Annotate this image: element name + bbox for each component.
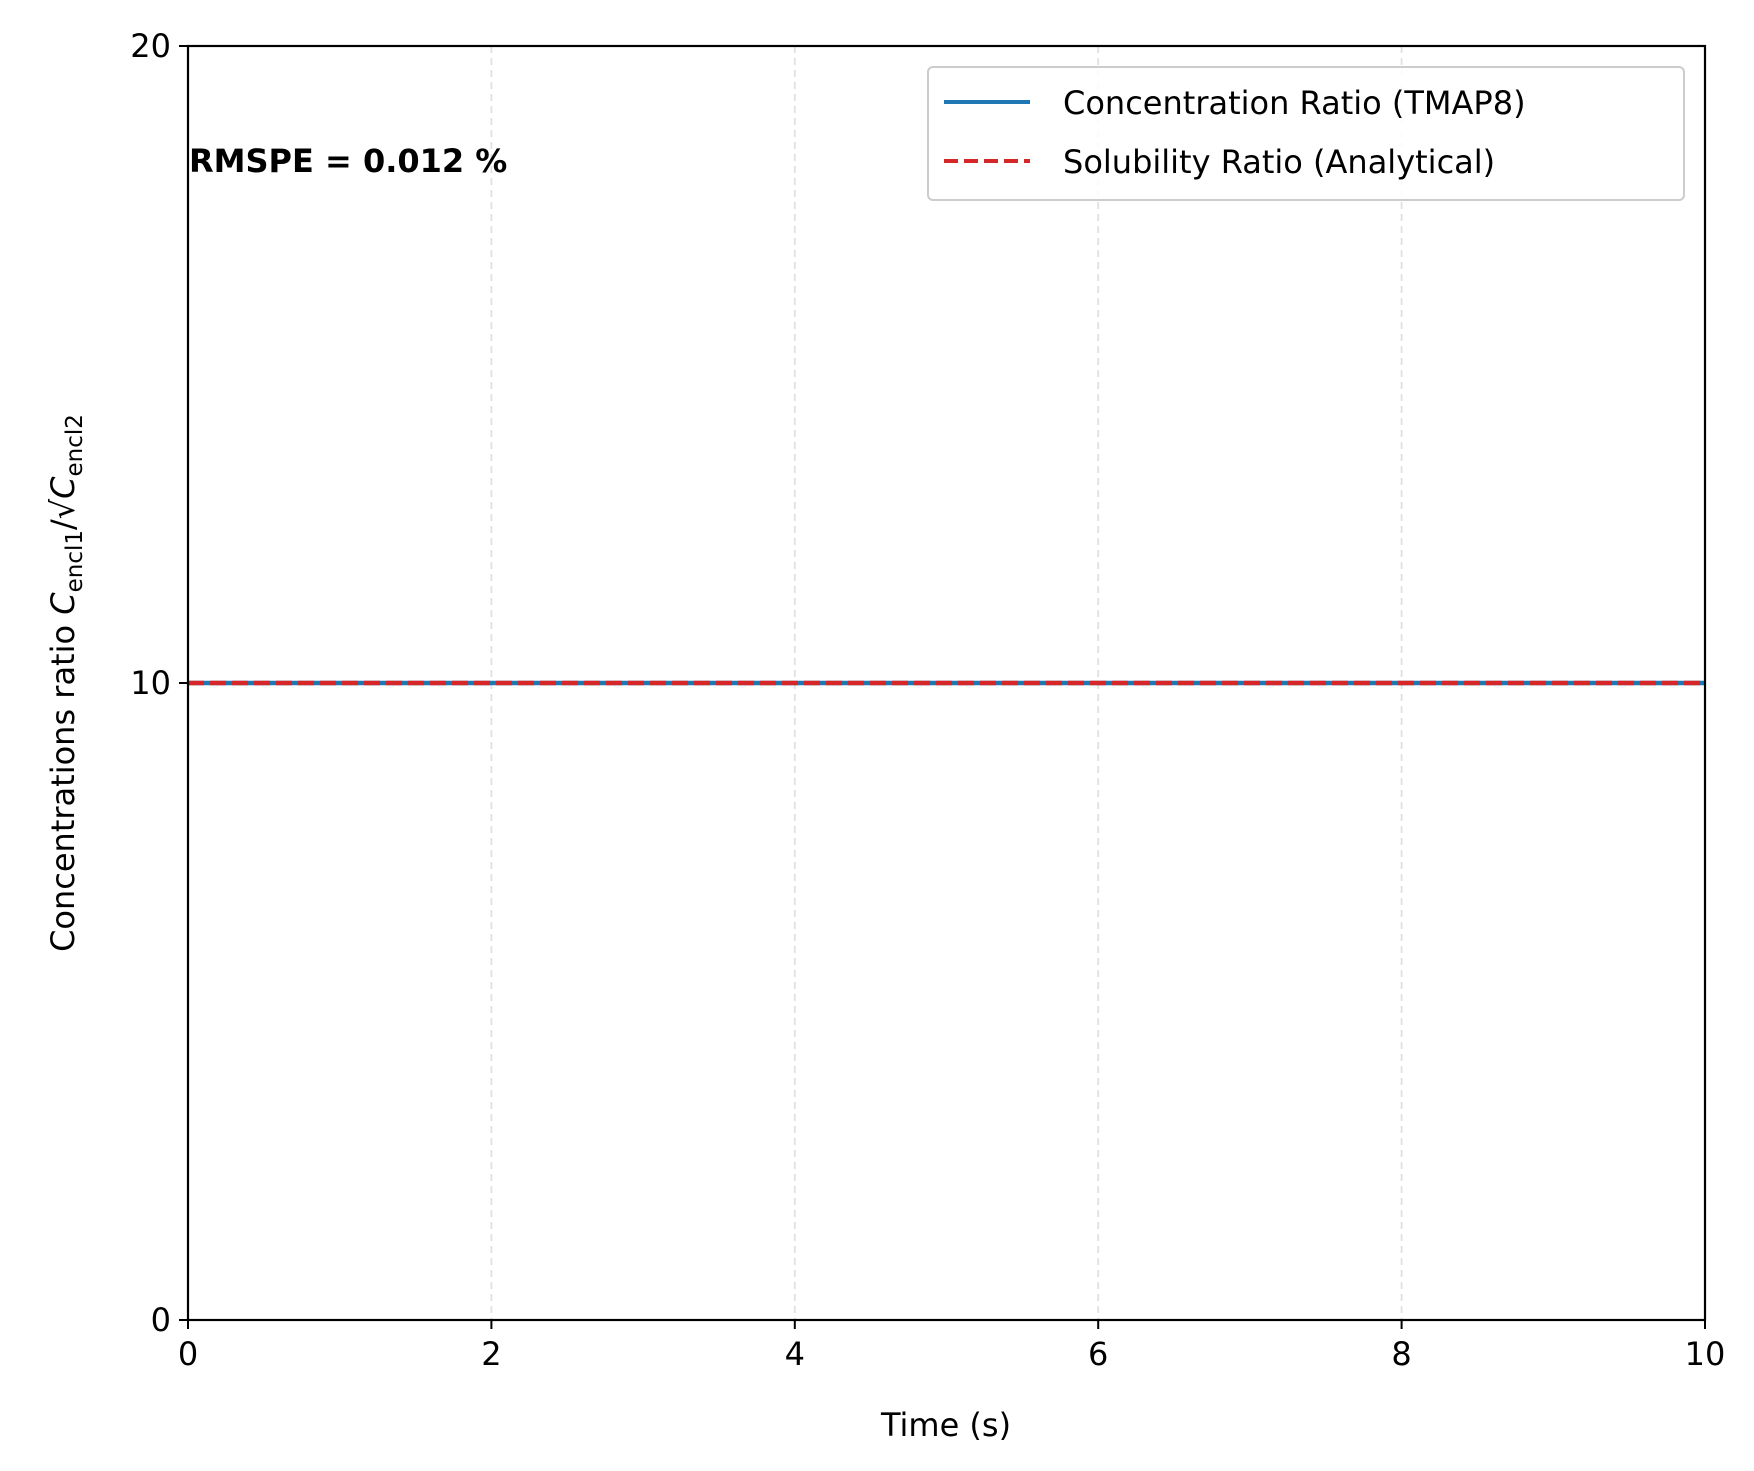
legend-label-analytical: Solubility Ratio (Analytical): [1063, 143, 1495, 181]
y-axis-label-var-1: C: [44, 592, 82, 615]
x-tick-label: 4: [785, 1335, 805, 1373]
y-axis-label-prefix: Concentrations ratio: [44, 615, 82, 952]
x-tick-label: 6: [1088, 1335, 1108, 1373]
axis-ticks: 0 2 4 6 8 10 0 10 20: [130, 27, 1725, 1373]
x-tick-label: 10: [1685, 1335, 1726, 1373]
x-tick-label: 0: [178, 1335, 198, 1373]
y-tick-label: 20: [130, 27, 171, 65]
y-axis-label-sub-1: encl1: [62, 530, 88, 592]
y-axis-label: Concentrations ratio Cencl1/√Cencl2: [44, 414, 88, 952]
legend-label-tmap8: Concentration Ratio (TMAP8): [1063, 84, 1526, 122]
y-tick-label: 0: [151, 1301, 171, 1339]
y-axis-label-sub-2: encl2: [62, 414, 88, 476]
y-tick-label: 10: [130, 664, 171, 702]
x-tick-label: 2: [481, 1335, 501, 1373]
x-tick-label: 8: [1391, 1335, 1411, 1373]
rmspe-annotation: RMSPE = 0.012 %: [189, 142, 507, 180]
y-axis-label-var-2: C: [44, 476, 82, 499]
legend-box: [927, 66, 1685, 201]
y-axis-label-sep: /√: [44, 498, 82, 530]
legend: Concentration Ratio (TMAP8) Solubility R…: [927, 66, 1685, 201]
x-axis-label: Time (s): [880, 1406, 1011, 1444]
